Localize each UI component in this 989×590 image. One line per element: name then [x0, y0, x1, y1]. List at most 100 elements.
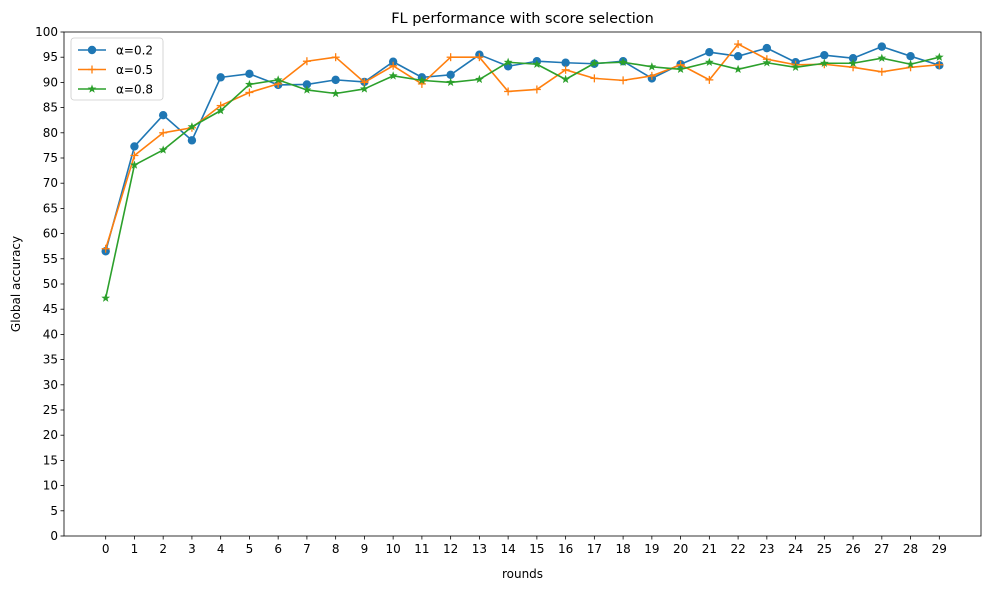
x-tick-label: 13 [472, 542, 487, 556]
x-tick-label: 27 [874, 542, 889, 556]
x-tick-label: 15 [529, 542, 544, 556]
legend-label: α=0.2 [116, 44, 153, 58]
data-point [704, 57, 714, 66]
y-tick-label: 65 [43, 201, 58, 215]
x-tick-label: 28 [903, 542, 918, 556]
data-point [475, 53, 484, 62]
data-point [935, 60, 944, 69]
data-point [360, 84, 369, 93]
data-point [877, 42, 887, 51]
y-tick-label: 15 [43, 453, 58, 467]
y-tick-label: 40 [43, 327, 58, 341]
x-tick-label: 17 [587, 542, 602, 556]
data-point [819, 58, 829, 67]
data-point [446, 77, 456, 87]
data-point [589, 58, 599, 67]
legend-label: α=0.5 [116, 63, 153, 77]
x-tick-label: 29 [932, 542, 947, 556]
data-point [590, 74, 599, 83]
x-tick-label: 11 [414, 542, 429, 556]
x-tick-label: 0 [102, 542, 110, 556]
data-point [130, 160, 139, 169]
plot-frame [63, 31, 982, 537]
data-point [187, 136, 197, 145]
y-tick-label: 20 [43, 428, 58, 442]
data-point [647, 62, 657, 71]
x-axis-label: rounds [502, 567, 543, 581]
data-point [877, 67, 886, 76]
x-tick-label: 10 [386, 542, 401, 556]
data-point [906, 51, 915, 61]
data-point [762, 43, 772, 53]
y-tick-label: 0 [50, 529, 58, 543]
y-tick-label: 45 [43, 302, 58, 316]
y-axis-label: Global accuracy [9, 236, 23, 332]
data-point [561, 65, 570, 74]
y-tick-label: 5 [50, 504, 58, 518]
data-point [130, 151, 139, 160]
data-point [388, 57, 398, 66]
data-point [302, 85, 312, 94]
data-point [561, 58, 570, 67]
x-tick-label: 18 [615, 542, 630, 556]
series-line [104, 56, 940, 299]
y-tick-label: 100 [35, 25, 58, 39]
data-point [273, 75, 283, 84]
x-tick-label: 21 [702, 542, 717, 556]
data-point [734, 40, 743, 49]
data-point [331, 75, 340, 85]
data-point [705, 47, 714, 57]
series-line [104, 43, 940, 249]
data-point [475, 74, 484, 84]
data-point [503, 57, 513, 66]
data-point [618, 57, 628, 66]
x-tick-label: 6 [274, 542, 282, 556]
data-point [848, 54, 858, 63]
data-point [302, 80, 312, 89]
data-point [676, 64, 685, 74]
data-point [820, 50, 829, 60]
legend-label: α=0.8 [116, 83, 153, 97]
x-tick-label: 23 [759, 542, 774, 556]
data-point [647, 71, 656, 80]
x-tick-label: 26 [845, 542, 860, 556]
y-tick-label: 30 [43, 378, 58, 392]
legend-marker [87, 45, 97, 55]
y-tick-label: 35 [43, 353, 58, 367]
y-tick-label: 85 [43, 101, 58, 115]
y-tick-label: 25 [43, 403, 58, 417]
data-point [158, 145, 168, 154]
series-0 [101, 42, 944, 256]
data-point [159, 128, 168, 137]
data-point [705, 75, 714, 84]
data-point [331, 53, 340, 62]
x-tick-label: 5 [246, 542, 254, 556]
x-tick-label: 16 [558, 542, 573, 556]
data-point [158, 110, 168, 120]
y-tick-label: 60 [43, 227, 58, 241]
data-point [245, 88, 254, 97]
data-point [302, 57, 311, 66]
data-point [733, 64, 743, 74]
data-point [906, 59, 915, 68]
x-tick-label: 20 [673, 542, 688, 556]
series-2 [101, 52, 944, 302]
data-point [733, 51, 743, 61]
series-line [104, 45, 940, 252]
y-tick-label: 70 [43, 176, 58, 190]
data-point [532, 59, 542, 68]
data-point [619, 76, 628, 85]
data-point [101, 244, 110, 253]
x-tick-label: 3 [188, 542, 196, 556]
series-1 [101, 40, 944, 253]
data-point [934, 52, 944, 61]
data-point [216, 106, 226, 115]
data-point [187, 122, 197, 131]
legend: α=0.2 α=0.5 α=0.8 [70, 37, 164, 101]
data-point [245, 79, 254, 89]
x-tick-label: 14 [500, 542, 515, 556]
x-tick-label: 1 [131, 542, 139, 556]
x-tick-label: 22 [730, 542, 745, 556]
y-tick-label: 55 [43, 252, 58, 266]
